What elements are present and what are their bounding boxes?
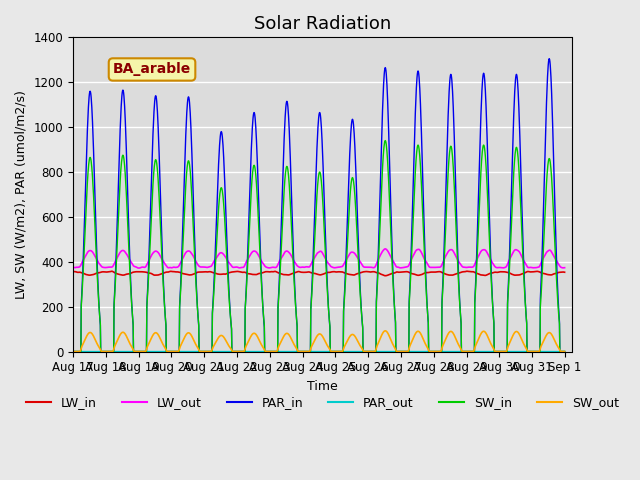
Line: PAR_in: PAR_in bbox=[73, 59, 564, 351]
SW_in bbox=[561, 348, 568, 354]
LW_in bbox=[234, 268, 241, 274]
Line: SW_in: SW_in bbox=[73, 141, 564, 351]
PAR_in bbox=[395, 348, 403, 354]
LW_in bbox=[463, 268, 471, 274]
PAR_out bbox=[502, 348, 510, 354]
LW_in bbox=[381, 273, 389, 278]
SW_out bbox=[502, 348, 510, 354]
LW_out bbox=[460, 264, 467, 270]
LW_out bbox=[135, 265, 143, 271]
Y-axis label: LW, SW (W/m2), PAR (umol/m2/s): LW, SW (W/m2), PAR (umol/m2/s) bbox=[15, 90, 28, 299]
SW_out bbox=[561, 348, 568, 354]
LW_in bbox=[166, 268, 174, 274]
Line: SW_out: SW_out bbox=[73, 331, 564, 351]
LW_in bbox=[503, 269, 511, 275]
SW_out bbox=[179, 339, 186, 345]
SW_out bbox=[460, 348, 467, 354]
PAR_in bbox=[166, 348, 174, 354]
SW_in bbox=[460, 348, 467, 354]
PAR_out bbox=[459, 348, 467, 354]
SW_in bbox=[502, 348, 510, 354]
Title: Solar Radiation: Solar Radiation bbox=[253, 15, 391, 33]
SW_out bbox=[166, 348, 174, 354]
LW_in bbox=[179, 271, 186, 276]
SW_in bbox=[166, 348, 174, 354]
SW_in bbox=[179, 254, 186, 260]
PAR_in bbox=[502, 348, 510, 354]
PAR_out bbox=[179, 348, 186, 354]
PAR_out bbox=[395, 348, 403, 354]
LW_out bbox=[234, 264, 241, 270]
Text: BA_arable: BA_arable bbox=[113, 62, 191, 76]
Legend: LW_in, LW_out, PAR_in, PAR_out, SW_in, SW_out: LW_in, LW_out, PAR_in, PAR_out, SW_in, S… bbox=[20, 391, 624, 414]
LW_out bbox=[396, 265, 403, 271]
PAR_out bbox=[69, 348, 77, 354]
PAR_in bbox=[179, 237, 186, 243]
PAR_out bbox=[561, 348, 568, 354]
SW_out bbox=[234, 348, 241, 354]
Line: LW_in: LW_in bbox=[73, 271, 564, 276]
LW_out bbox=[381, 246, 389, 252]
LW_out bbox=[503, 263, 511, 269]
SW_in bbox=[234, 348, 241, 354]
SW_in bbox=[69, 348, 77, 354]
PAR_out bbox=[234, 348, 241, 354]
PAR_out bbox=[166, 348, 174, 354]
LW_in bbox=[561, 269, 568, 275]
PAR_in bbox=[234, 348, 241, 354]
LW_out bbox=[561, 265, 568, 271]
SW_in bbox=[395, 348, 403, 354]
PAR_in bbox=[69, 348, 77, 354]
Line: LW_out: LW_out bbox=[73, 249, 564, 268]
PAR_in bbox=[459, 348, 467, 354]
X-axis label: Time: Time bbox=[307, 380, 338, 393]
PAR_in bbox=[561, 348, 568, 354]
LW_out bbox=[69, 264, 77, 270]
SW_out bbox=[381, 328, 389, 334]
LW_out bbox=[179, 256, 186, 262]
LW_in bbox=[69, 269, 77, 275]
PAR_in bbox=[545, 56, 553, 61]
LW_in bbox=[460, 269, 467, 275]
SW_out bbox=[395, 348, 403, 354]
LW_in bbox=[395, 269, 403, 275]
SW_out bbox=[69, 348, 77, 354]
LW_out bbox=[167, 265, 175, 271]
SW_in bbox=[381, 138, 389, 144]
